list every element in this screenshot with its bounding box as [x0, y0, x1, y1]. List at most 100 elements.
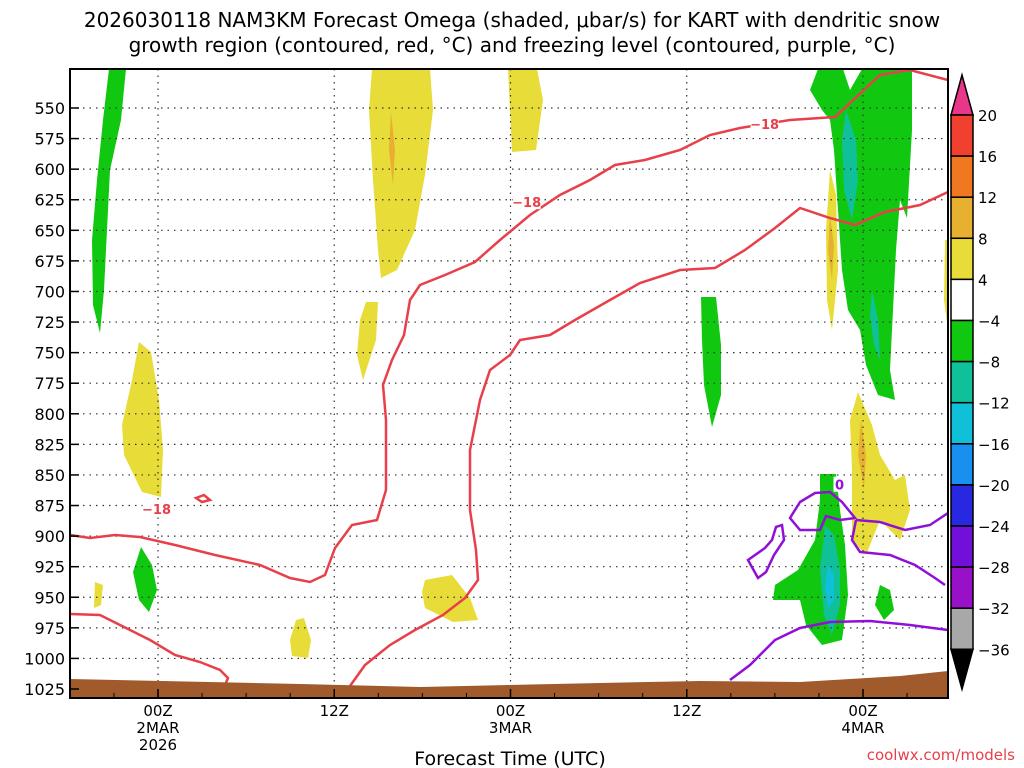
y-tick-label: 575 [34, 130, 65, 149]
colorbar-top-arrow [950, 72, 974, 116]
dgz-contour [348, 190, 948, 687]
colorbar-box [950, 319, 974, 363]
y-tick-label: 625 [34, 191, 65, 210]
colorbar-box [950, 360, 974, 404]
x-tick-label: 00Z [848, 702, 877, 720]
omega-region [389, 112, 395, 185]
vertical-gridlines [157, 69, 864, 698]
colorbar-box [950, 278, 974, 322]
y-tick-label: 1000 [24, 649, 65, 668]
dgz-contour [70, 69, 948, 584]
colorbar-box [950, 114, 974, 157]
omega-region [133, 547, 157, 612]
colorbar-box [950, 401, 974, 445]
omega-region [369, 69, 433, 278]
omega-region [357, 302, 378, 380]
freezing-contour [788, 490, 858, 532]
y-tick-label: 825 [34, 435, 65, 454]
colorbar-box [950, 443, 974, 486]
omega-region [701, 297, 721, 427]
colorbar-label: −24 [978, 518, 1010, 536]
colorbar-label: 8 [978, 230, 988, 248]
colorbar-box [950, 484, 974, 527]
colorbar-box [950, 155, 974, 198]
omega-region [875, 585, 894, 620]
y-tick-label: 650 [34, 221, 65, 240]
x-tick-label: 2026 [139, 736, 177, 754]
y-tick-label: 725 [34, 313, 65, 332]
y-tick-label: 950 [34, 588, 65, 607]
contour-label: −18 [142, 503, 171, 518]
y-tick-label: 700 [34, 282, 65, 301]
contour-label-bg [750, 115, 779, 131]
omega-region [870, 290, 880, 360]
omega-orange-regions [389, 112, 866, 490]
dgz-contour [193, 493, 213, 504]
omega-region [122, 342, 163, 497]
omega-teal-regions [820, 110, 880, 635]
title-line-1: 2026030118 NAM3KM Forecast Omega (shaded… [84, 8, 940, 32]
freezing-contour [729, 619, 948, 681]
plot-area: −18 −18 −18 0 [70, 69, 948, 698]
freezing-contour [746, 523, 786, 580]
colorbar-label: −4 [978, 313, 1000, 331]
colorbar-label: −28 [978, 559, 1010, 577]
colorbar-label: 12 [978, 189, 997, 207]
contour-label-bg [142, 501, 171, 517]
omega-region [828, 215, 834, 280]
x-tick-label: 00Z [143, 702, 172, 720]
contour-label-bg [512, 194, 541, 210]
contour-label: −18 [750, 118, 779, 133]
colorbar: 20 16 12 8 4 −4 −8 −12 −16 −20 −24 −28 −32 −36 [950, 72, 1010, 693]
x-tick-label: 4MAR [841, 719, 884, 737]
x-axis-title: Forecast Time (UTC) [414, 748, 605, 768]
freezing-level-contours [729, 490, 948, 681]
freezing-contour [850, 511, 948, 587]
y-tick-label: 800 [34, 405, 65, 424]
y-tick-label: 925 [34, 558, 65, 577]
y-tick-label: 675 [34, 252, 65, 271]
dgz-red-contours [70, 69, 948, 690]
colorbar-box [950, 196, 974, 240]
dgz-contour [70, 612, 230, 690]
y-tick-label: 750 [34, 344, 65, 363]
colorbar-bottom-arrow [950, 648, 974, 693]
x-tick-label: 2MAR [136, 719, 179, 737]
omega-region [842, 110, 858, 220]
colorbar-box [950, 607, 974, 651]
contour-labels: −18 −18 −18 0 [142, 115, 846, 518]
y-tick-label: 600 [34, 160, 65, 179]
y-tick-label: 550 [34, 99, 65, 118]
y-tick-label: 775 [34, 374, 65, 393]
title-line-2: growth region (contoured, red, °C) and f… [129, 33, 896, 57]
x-tick-label: 3MAR [489, 719, 532, 737]
colorbar-label: −20 [978, 477, 1010, 495]
colorbar-label: 16 [978, 148, 997, 166]
omega-region [422, 575, 478, 622]
colorbar-label: −32 [978, 600, 1010, 618]
y-tick-label: 875 [34, 497, 65, 516]
y-tick-label: 850 [34, 466, 65, 485]
colorbar-label: 20 [978, 107, 997, 125]
omega-region [508, 69, 543, 152]
y-tick-label: 900 [34, 527, 65, 546]
colorbar-box [950, 525, 974, 568]
colorbar-box [950, 566, 974, 609]
colorbar-label: −16 [978, 436, 1010, 454]
contour-label: −18 [512, 196, 541, 211]
colorbar-box [950, 237, 974, 281]
omega-region [290, 618, 311, 658]
credit-text: coolwx.com/models [867, 746, 1015, 764]
omega-region [850, 392, 910, 555]
x-tick-label: 12Z [320, 702, 349, 720]
omega-region [92, 69, 126, 333]
colorbar-label: −36 [978, 641, 1010, 659]
omega-region [94, 582, 103, 608]
omega-region [810, 69, 912, 400]
x-tick-label: 00Z [496, 702, 525, 720]
x-tick-label: 12Z [672, 702, 701, 720]
terrain-ground [70, 671, 948, 698]
omega-region [858, 420, 866, 490]
contour-label-bg [833, 476, 846, 492]
